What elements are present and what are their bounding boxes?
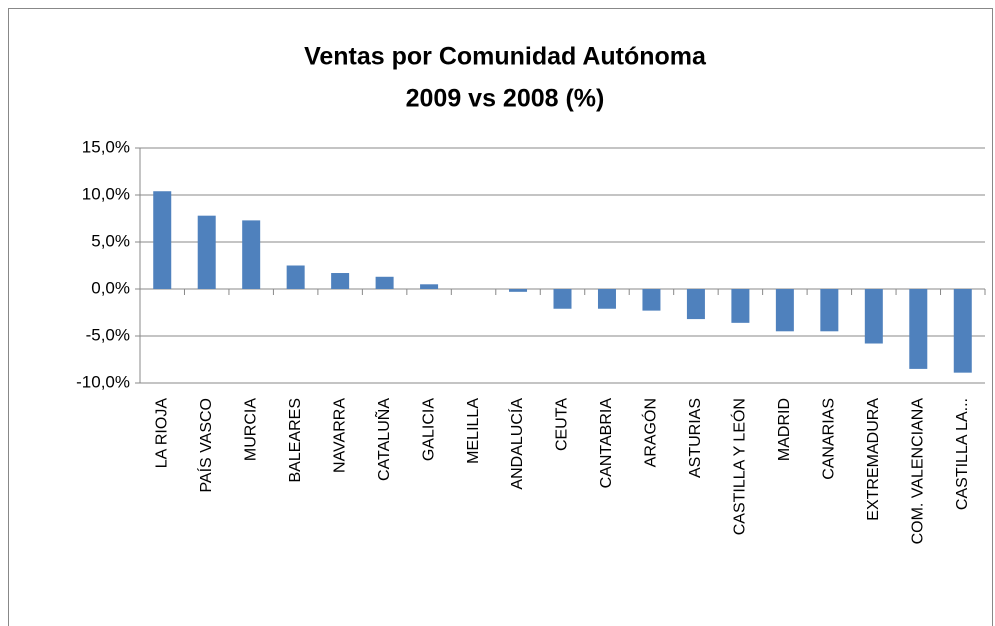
x-tick-label: MADRID <box>776 398 793 461</box>
bar <box>775 289 794 332</box>
x-tick-label: ARAGÓN <box>641 398 660 467</box>
x-tick-label: BALEARES <box>287 398 304 482</box>
chart-title: Ventas por Comunidad Autónoma <box>304 43 707 71</box>
bar <box>909 289 928 369</box>
x-tick-label: EXTREMADURA <box>865 398 882 521</box>
bar <box>153 191 172 289</box>
bar <box>197 215 216 289</box>
bar <box>420 284 439 289</box>
x-tick-label: MELILLA <box>465 398 482 464</box>
x-tick-label: CATALUÑA <box>373 398 393 481</box>
x-tick-label: CANARIAS <box>821 398 838 480</box>
bar <box>953 289 972 373</box>
x-tick-label: ASTURIAS <box>687 398 704 478</box>
x-tick-label: CASTILLA LA... <box>954 398 971 510</box>
x-tick-label: ANDALUCÍA <box>507 398 526 490</box>
bar <box>331 273 350 289</box>
bar <box>731 289 750 323</box>
x-tick-label: CANTABRIA <box>598 398 615 489</box>
x-tick-label: CASTILLA Y LEÓN <box>730 398 749 535</box>
x-tick-label: CEUTA <box>554 398 571 451</box>
bar <box>553 289 572 309</box>
bar <box>242 220 261 289</box>
y-tick-label: -10,0% <box>76 372 130 391</box>
bar <box>820 289 839 332</box>
bar <box>686 289 705 320</box>
chart-subtitle: 2009 vs 2008 (%) <box>406 85 605 113</box>
x-tick-label: COM. VALENCIANA <box>910 398 927 545</box>
bar <box>642 289 661 311</box>
x-tick-label: NAVARRA <box>331 398 348 473</box>
y-tick-label: 15,0% <box>82 137 130 156</box>
bar <box>509 289 528 292</box>
x-tick-label: LA RIOJA <box>153 398 170 469</box>
bar <box>864 289 883 344</box>
bar <box>597 289 616 309</box>
y-tick-label: 0,0% <box>91 278 130 297</box>
x-tick-label: PAÍS VASCO <box>196 398 215 493</box>
bar <box>286 265 305 289</box>
y-tick-label: 10,0% <box>82 184 130 203</box>
bar <box>375 276 394 289</box>
y-tick-label: 5,0% <box>91 231 130 250</box>
x-tick-label: GALICIA <box>420 398 437 461</box>
y-tick-label: -5,0% <box>86 325 130 344</box>
x-tick-label: MURCIA <box>242 398 259 461</box>
